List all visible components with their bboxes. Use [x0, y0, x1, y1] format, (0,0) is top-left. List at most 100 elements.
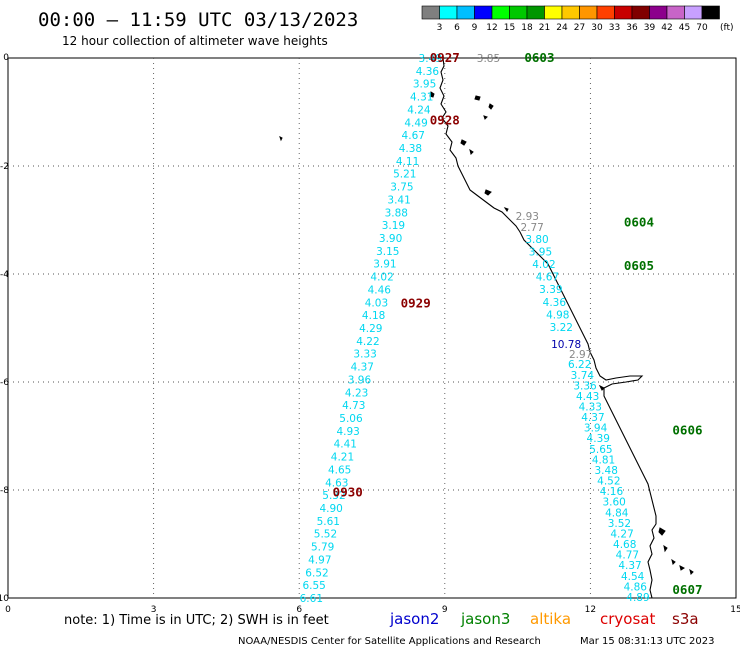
- satellite-legend-item: cryosat: [600, 610, 655, 628]
- grid-lines: [8, 58, 736, 598]
- wave-height-west: 4.31: [410, 92, 433, 104]
- wave-height-east: 4.81: [592, 454, 615, 466]
- colorbar-swatch: [614, 5, 633, 20]
- axis-ticks: 0 3 6 9 12 15 0 -2 -4 -6 -8 -10: [0, 53, 740, 615]
- footer-credit: NOAA/NESDIS Center for Satellite Applica…: [238, 636, 541, 647]
- wave-height-west: 5.61: [317, 516, 340, 528]
- colorbar-swatch: [561, 5, 580, 20]
- wave-height-east: 3.22: [550, 322, 573, 334]
- wave-height-west: 5.06: [339, 413, 363, 425]
- wave-height-gray: 2.93: [516, 211, 539, 223]
- wave-height-west: 5.32: [322, 490, 345, 502]
- y-tick-label: 0: [3, 53, 9, 63]
- colorbar-swatch: [649, 5, 668, 20]
- wave-height-west: 4.24: [407, 104, 431, 116]
- wave-height-east: 4.68: [613, 539, 636, 551]
- wave-height-west: 6.52: [305, 567, 328, 579]
- x-tick-label: 15: [730, 605, 740, 615]
- wave-height-west: 4.46: [368, 284, 392, 296]
- wave-height-west: 4.18: [362, 310, 385, 322]
- wave-height-east: 4.36: [543, 297, 567, 309]
- wave-height-west: 4.03: [365, 297, 388, 309]
- wave-height-gray: 3.85: [477, 53, 500, 65]
- coastline: [279, 57, 694, 599]
- wave-height-east: 4.84: [605, 507, 629, 519]
- wave-height-west: 4.90: [319, 503, 342, 515]
- plot-frame: [7, 57, 737, 599]
- colorbar-swatch: [421, 5, 440, 20]
- wave-height-east: 3.95: [529, 246, 552, 258]
- colorbar-label: 18: [521, 23, 533, 33]
- wave-height-west: 4.93: [336, 426, 359, 438]
- wave-height-east: 4.39: [587, 433, 610, 445]
- colorbar-label: 33: [609, 23, 620, 33]
- wave-height-west: 3.96: [348, 374, 372, 386]
- colorbar-label: 36: [626, 23, 638, 33]
- satellite-legend-item: s3a: [672, 610, 699, 628]
- colorbar-label: 70: [696, 23, 708, 33]
- wave-height-tracks: 3.494.363.954.314.244.494.674.384.115.21…: [300, 53, 650, 605]
- wave-height-west: 4.29: [359, 323, 382, 335]
- wave-height-east: 4.52: [597, 476, 620, 488]
- wave-height-west: 4.36: [416, 66, 440, 78]
- wave-height-east: 4.98: [546, 309, 569, 321]
- wave-height-west: 4.97: [308, 554, 331, 566]
- wave-height-west: 4.21: [331, 452, 354, 464]
- wave-height-west: 4.41: [334, 439, 357, 451]
- colorbar-swatch: [596, 5, 615, 20]
- wave-height-west: 5.21: [393, 169, 416, 181]
- wave-height-west: 4.11: [396, 156, 419, 168]
- wave-height-east: 3.80: [525, 234, 548, 246]
- wave-height-west: 3.41: [387, 194, 410, 206]
- wave-height-east: 4.77: [616, 550, 639, 562]
- wave-height-west: 3.95: [413, 79, 436, 91]
- wave-height-east: 3.48: [595, 465, 618, 477]
- colorbar-swatch: [631, 5, 650, 20]
- colorbar: 3 6 9 12 15 18 21 24 27 30 33 36 39 42 45 70 (ft): [421, 5, 734, 33]
- wave-height-west: 3.33: [353, 349, 376, 361]
- colorbar-swatch: [579, 5, 598, 20]
- satellite-legend-item: jason3: [460, 610, 510, 628]
- y-tick-label: -6: [0, 378, 9, 388]
- wave-height-east: 5.65: [589, 444, 612, 456]
- wave-height-east: 4.33: [579, 401, 602, 413]
- wave-height-west: 4.22: [356, 336, 379, 348]
- wave-height-west: 5.52: [314, 529, 337, 541]
- colorbar-swatch: [684, 5, 703, 20]
- wave-height-east: 3.36: [573, 380, 597, 392]
- pass-label: 0605: [624, 258, 654, 273]
- colorbar-swatch: [439, 5, 458, 20]
- colorbar-label: 9: [472, 23, 478, 33]
- colorbar-swatch: [666, 5, 685, 20]
- pass-label: 0930: [333, 485, 363, 500]
- wave-height-west: 3.88: [385, 207, 408, 219]
- colorbar-label: 3: [437, 23, 443, 33]
- wave-height-east: 4.16: [600, 486, 624, 498]
- wave-height-east: 3.94: [584, 423, 608, 435]
- colorbar-swatch: [701, 5, 720, 20]
- colorbar-swatch: [456, 5, 475, 20]
- colorbar-label: 6: [454, 23, 460, 33]
- colorbar-label: 30: [591, 23, 603, 33]
- colorbar-label: 21: [539, 23, 550, 33]
- colorbar-label: 27: [574, 23, 585, 33]
- colorbar-swatch: [491, 5, 510, 20]
- colorbar-label: 12: [486, 23, 497, 33]
- chart-title: 00:00 – 11:59 UTC 03/13/2023: [38, 9, 358, 31]
- pass-label: 0927: [430, 50, 460, 65]
- wave-height-east: 4.27: [610, 528, 633, 540]
- satellite-legend-item: altika: [530, 610, 571, 628]
- pass-label: 0928: [430, 113, 460, 128]
- pass-label: 0606: [672, 423, 702, 438]
- wave-height-west: 3.15: [376, 246, 399, 258]
- wave-height-gray: 2.77: [520, 222, 543, 234]
- wave-height-east: 4.54: [621, 571, 645, 583]
- wave-height-east: 3.52: [608, 518, 631, 530]
- wave-height-west: 4.02: [370, 272, 393, 284]
- wave-height-west: 5.79: [311, 542, 334, 554]
- colorbar-swatch: [509, 5, 528, 20]
- wave-height-east: 4.37: [581, 412, 604, 424]
- wave-height-west: 6.55: [302, 580, 325, 592]
- wave-height-east: 4.43: [576, 391, 599, 403]
